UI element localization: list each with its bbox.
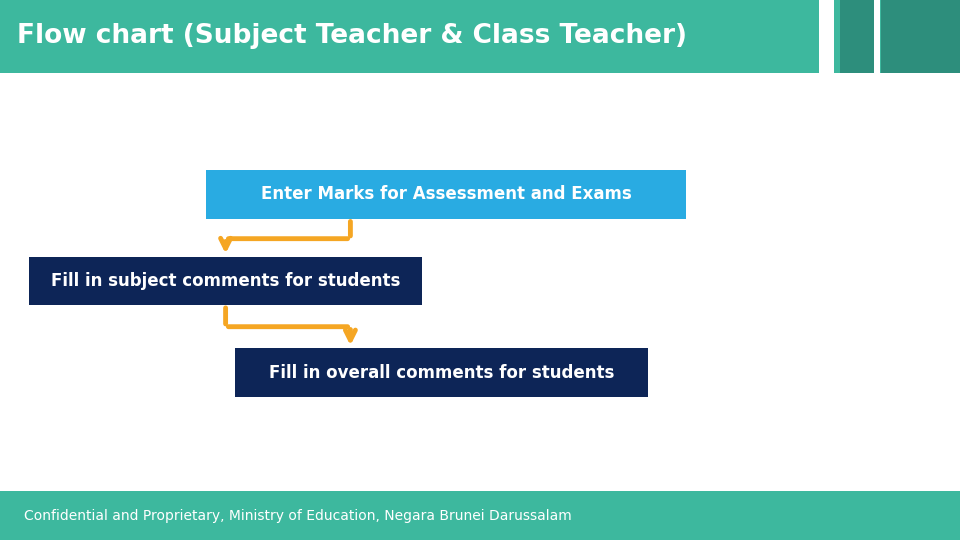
Bar bbox=[0, 491, 960, 540]
Bar bbox=[235, 348, 648, 397]
Text: Fill in subject comments for students: Fill in subject comments for students bbox=[51, 272, 400, 290]
Bar bbox=[881, 0, 960, 73]
Text: Flow chart (Subject Teacher & Class Teacher): Flow chart (Subject Teacher & Class Teac… bbox=[17, 23, 687, 50]
Bar bbox=[819, 0, 834, 73]
Text: Fill in overall comments for students: Fill in overall comments for students bbox=[269, 363, 614, 382]
Bar bbox=[840, 0, 874, 73]
Text: Enter Marks for Assessment and Exams: Enter Marks for Assessment and Exams bbox=[261, 185, 632, 204]
Text: Confidential and Proprietary, Ministry of Education, Negara Brunei Darussalam: Confidential and Proprietary, Ministry o… bbox=[24, 509, 572, 523]
Bar bbox=[0, 0, 960, 73]
Bar bbox=[29, 256, 422, 305]
Bar bbox=[206, 170, 686, 219]
Bar bbox=[874, 0, 880, 73]
